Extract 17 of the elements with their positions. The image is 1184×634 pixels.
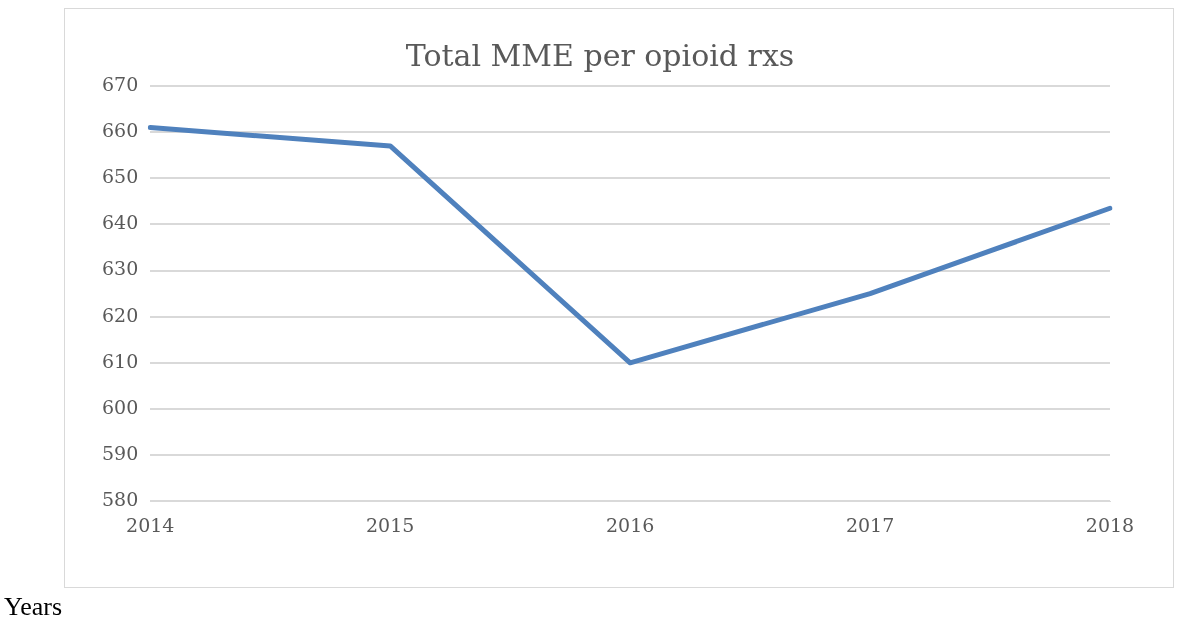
- y-tick-label: 610: [102, 349, 139, 372]
- y-tick-label: 660: [102, 119, 139, 142]
- x-axis-title: Years: [4, 592, 63, 622]
- x-tick-label: 2015: [366, 513, 415, 536]
- chart-title: Total MME per opioid rxs: [405, 37, 795, 73]
- x-tick-label: 2014: [126, 513, 175, 536]
- y-tick-label: 590: [102, 442, 139, 464]
- x-tick-label: 2016: [605, 513, 655, 536]
- y-tick-label: 650: [102, 165, 139, 188]
- y-tick-label: 640: [102, 211, 139, 234]
- y-tick-label: 670: [102, 72, 139, 95]
- y-tick-label: 600: [102, 395, 139, 418]
- y-tick-label: 630: [102, 257, 139, 280]
- y-tick-label: 580: [102, 488, 139, 511]
- y-tick-label: 620: [102, 303, 139, 326]
- x-tick-label: 2017: [845, 513, 895, 536]
- x-tick-label: 2018: [1085, 513, 1135, 536]
